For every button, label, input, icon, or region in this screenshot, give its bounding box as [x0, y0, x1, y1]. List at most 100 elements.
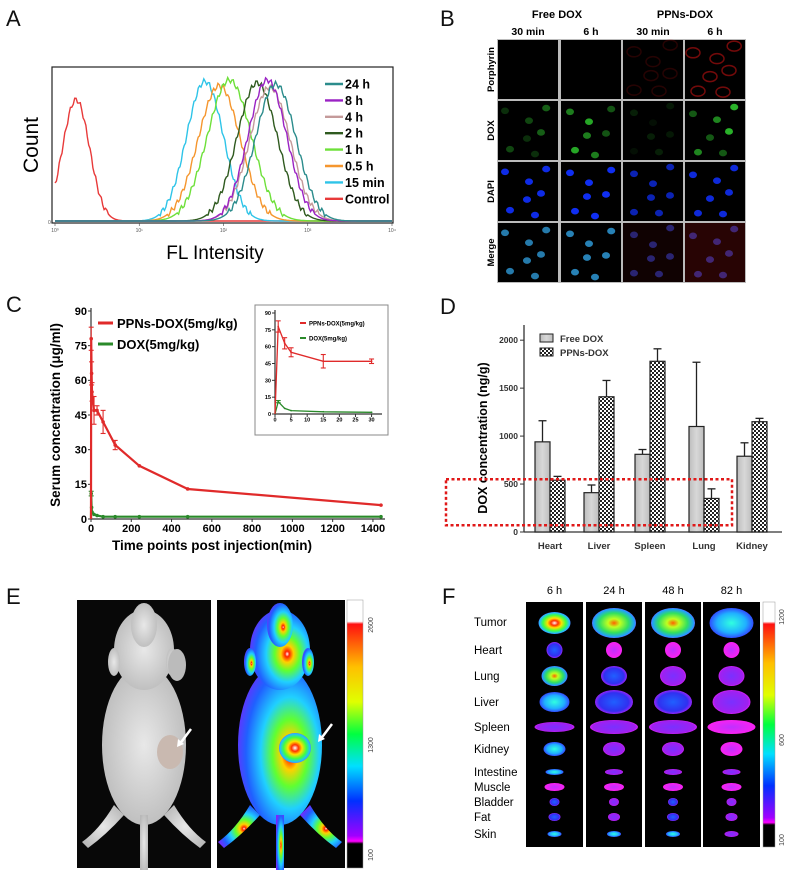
y-tick-label: 45 [75, 410, 87, 422]
panel-label-d: D [440, 294, 456, 319]
organ-fat [548, 813, 561, 821]
organ-skin [607, 831, 621, 837]
legend-swatch [539, 347, 554, 357]
data-point [89, 371, 94, 376]
y-axis-label: Serum concentration (μg/ml) [48, 323, 63, 507]
plot-frame [51, 66, 394, 224]
y-tick-label: 0 [81, 514, 87, 526]
nucleus [666, 131, 674, 138]
organ-kidney [543, 742, 566, 756]
nucleus [542, 226, 551, 234]
organ-skin [724, 831, 739, 837]
nucleus [537, 251, 545, 258]
legend-label: PPNs-DOX [560, 348, 609, 359]
porphyrin-overlay [623, 223, 683, 282]
x-tick-label: 10² [220, 228, 228, 234]
nucleus [666, 192, 674, 199]
nucleus [542, 104, 551, 112]
nucleus [666, 224, 675, 232]
micrograph-dox [498, 101, 558, 160]
legend-label: 0.5 h [345, 160, 374, 174]
y-tick-label: 45 [265, 361, 271, 367]
y-tick-label: 75 [265, 328, 271, 334]
x-tick-label: Liver [588, 541, 611, 552]
micrograph-porphyrin [623, 40, 683, 99]
micrograph-porphyrin [498, 40, 558, 99]
colorbar-tick-label: 2600 [368, 617, 375, 633]
nucleus [523, 257, 531, 264]
nucleus [531, 150, 539, 158]
nucleus [689, 110, 697, 118]
panel-c-pharmacokinetics: Time points post injection(min) Serum co… [48, 304, 389, 553]
micrograph-porphyrin [561, 40, 621, 99]
organ-label: Muscle [474, 782, 510, 794]
row-label: DAPI [486, 180, 497, 203]
nucleus [506, 267, 514, 275]
micrograph-dox [623, 101, 683, 160]
nucleus [655, 148, 663, 156]
nucleus [630, 231, 638, 239]
organ-heart [606, 642, 622, 658]
nucleus [591, 151, 599, 159]
data-point [137, 464, 142, 468]
data-point [290, 351, 292, 354]
ear [168, 649, 186, 681]
nucleus [649, 180, 657, 187]
colorbar-tick-label: 1200 [779, 609, 786, 625]
nucleus [706, 134, 714, 141]
organ-lung [660, 666, 686, 686]
nucleus [730, 103, 739, 111]
cell-signal [702, 70, 718, 83]
data-point [322, 410, 325, 413]
legend-label: DOX(5mg/kg) [117, 337, 199, 352]
organ-label: Fat [474, 812, 491, 824]
column-label: 30 min [511, 26, 544, 38]
colorbar-tick-label: 100 [779, 834, 786, 846]
organ-spleen [590, 720, 638, 734]
nucleus [525, 178, 533, 185]
y-tick-label: 0 [268, 412, 271, 418]
nucleus [571, 207, 579, 215]
mouse-body-part [102, 665, 186, 825]
x-tick-label: 5 [290, 418, 293, 424]
panel-label-a: A [6, 6, 21, 31]
organ-heart [546, 642, 563, 658]
legend-swatch [539, 333, 554, 343]
panel-f-ex-vivo-organs: 6 h 24 h 48 h 82 h Tumor Heart Lung Liver Spleen… [474, 585, 786, 848]
data-point [137, 514, 142, 519]
y-tick-label: 0 [48, 220, 51, 226]
y-tick-label: 60 [265, 345, 271, 351]
data-point [89, 336, 94, 341]
nucleus [630, 170, 638, 178]
inset-line [274, 326, 372, 415]
x-tick-label: Kidney [736, 541, 768, 552]
legend-label: 24 h [345, 78, 370, 92]
legend-label: PPNs-DOX(5mg/kg) [117, 316, 238, 331]
column-label: 24 h [603, 585, 624, 597]
mouse-body-part [131, 603, 157, 647]
data-point [185, 487, 190, 491]
nucleus [591, 212, 599, 220]
x-tick-label: 10⁴ [388, 228, 396, 234]
x-tick-label: 10¹ [136, 228, 144, 234]
data-point [101, 514, 105, 519]
nucleus [725, 128, 733, 135]
organ-bladder [726, 798, 737, 806]
nucleus [666, 253, 674, 260]
organ-label: Bladder [474, 797, 514, 809]
bar-free-dox-liver [583, 492, 600, 533]
nucleus [719, 271, 727, 279]
organ-lung [541, 666, 568, 686]
y-tick-label: 90 [265, 311, 271, 317]
cell-signal [645, 55, 661, 68]
organ-tumor [538, 612, 571, 634]
nucleus [706, 256, 714, 263]
organ-label: Liver [474, 697, 499, 709]
organ-liver [712, 690, 751, 714]
y-axis-label: Count [20, 117, 43, 173]
cell-signal [643, 69, 659, 82]
organ-liver [654, 690, 692, 714]
y-tick-label: 75 [75, 341, 87, 353]
row-label: DOX [486, 120, 497, 141]
